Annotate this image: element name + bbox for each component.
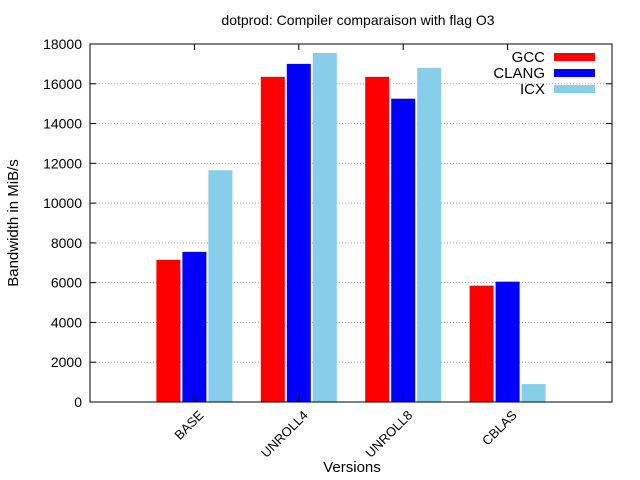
legend-label-clang: CLANG	[493, 65, 545, 82]
bar-icx-base	[208, 170, 233, 402]
x-tick-label: CBLAS	[479, 407, 520, 448]
legend-label-icx: ICX	[520, 81, 545, 98]
x-axis-label: Versions	[323, 459, 381, 476]
y-tick-label: 14000	[43, 116, 82, 132]
bar-gcc-cblas	[469, 285, 494, 402]
y-tick-label: 12000	[43, 155, 82, 171]
chart-title: dotprod: Compiler comparaison with flag …	[221, 12, 494, 28]
y-tick-label: 0	[74, 394, 82, 410]
y-tick-label: 8000	[51, 235, 82, 251]
x-tick-label: UNROLL8	[362, 408, 415, 461]
y-tick-label: 6000	[51, 275, 82, 291]
bar-gcc-unroll8	[365, 76, 390, 403]
y-axis-label: Bandwidth in MiB/s	[5, 159, 22, 287]
x-tick-label: UNROLL4	[258, 408, 311, 461]
y-tick-label: 18000	[43, 36, 82, 52]
bar-clang-unroll8	[391, 98, 416, 402]
y-tick-label: 4000	[51, 314, 82, 330]
bar-clang-unroll4	[286, 63, 311, 403]
bar-clang-base	[182, 251, 207, 402]
legend-label-gcc: GCC	[512, 49, 546, 66]
legend-swatch-gcc	[554, 53, 595, 61]
legend-swatch-icx	[554, 85, 595, 93]
bars	[156, 52, 546, 403]
bar-gcc-unroll4	[260, 76, 285, 403]
y-tick-label: 10000	[43, 195, 82, 211]
bar-icx-unroll4	[312, 52, 337, 402]
bar-icx-cblas	[521, 384, 546, 402]
y-tick-label: 16000	[43, 76, 82, 92]
x-tick-label: BASE	[171, 407, 206, 442]
legend-swatch-clang	[554, 69, 595, 77]
y-axis-ticks: 0 2000 4000 6000 8000 10000 12000 14000 16000 180…	[43, 36, 612, 410]
bar-gcc-base	[156, 259, 181, 402]
bar-icx-unroll8	[417, 67, 442, 402]
y-tick-label: 2000	[51, 354, 82, 370]
bar-clang-cblas	[495, 281, 520, 402]
plot-frame	[89, 43, 613, 403]
